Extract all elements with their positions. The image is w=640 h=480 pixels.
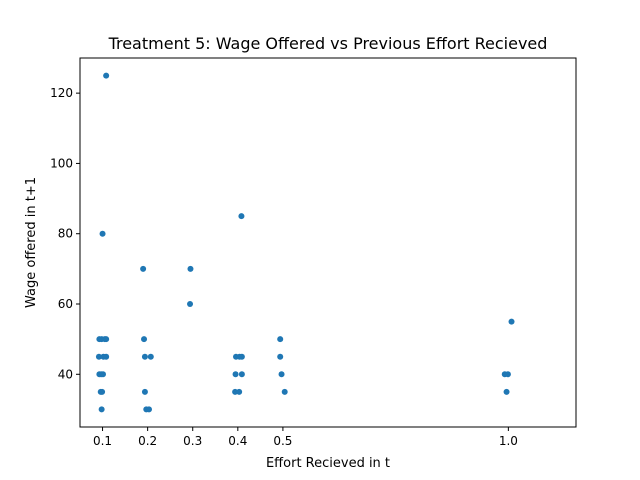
scatter-point	[99, 388, 106, 395]
y-tick-label: 60	[58, 297, 73, 311]
scatter-point	[238, 353, 245, 360]
scatter-point	[187, 265, 194, 272]
x-tick-label: 0.3	[183, 434, 202, 448]
x-tick-label: 0.5	[273, 434, 292, 448]
scatter-point	[278, 371, 285, 378]
scatter-point	[503, 388, 510, 395]
scatter-point	[103, 336, 110, 343]
scatter-point	[236, 388, 243, 395]
plot-area	[79, 57, 577, 428]
scatter-point	[277, 336, 284, 343]
scatter-point	[95, 353, 102, 360]
scatter-point	[141, 388, 148, 395]
scatter-point	[141, 353, 148, 360]
scatter-point	[147, 353, 154, 360]
x-axis-label: Effort Recieved in t	[266, 456, 390, 471]
x-tick-label: 0.2	[138, 434, 157, 448]
scatter-point	[103, 72, 110, 79]
x-tick-label: 1.0	[499, 434, 518, 448]
scatter-point	[238, 371, 245, 378]
y-tick-label: 80	[58, 227, 73, 241]
y-tick-label: 100	[50, 156, 73, 170]
scatter-point	[98, 406, 105, 413]
scatter-point	[238, 213, 245, 220]
y-axis: 40 60 80 100 120	[50, 86, 80, 381]
data-points	[95, 72, 515, 413]
scatter-point	[232, 371, 239, 378]
scatter-point	[99, 371, 106, 378]
scatter-point	[145, 406, 152, 413]
scatter-point	[277, 353, 284, 360]
scatter-point	[187, 301, 194, 307]
y-tick-label: 40	[58, 367, 73, 381]
y-tick-label: 120	[50, 86, 73, 100]
scatter-point	[508, 318, 515, 325]
x-tick-label: 0.1	[93, 434, 112, 448]
scatter-point	[103, 353, 110, 360]
scatter-point	[504, 371, 511, 378]
x-tick-label: 0.4	[228, 434, 247, 448]
scatter-point	[99, 230, 106, 237]
scatter-point	[281, 388, 288, 395]
scatter-point	[141, 336, 148, 343]
x-axis: 0.1 0.2 0.3 0.4 0.5 1.0	[93, 427, 518, 448]
y-axis-label: Wage offered in t+1	[24, 177, 39, 308]
chart-title: Treatment 5: Wage Offered vs Previous Ef…	[108, 34, 548, 53]
scatter-point	[140, 265, 147, 272]
